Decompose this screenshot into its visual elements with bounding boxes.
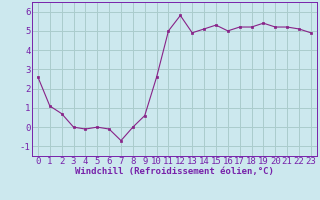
X-axis label: Windchill (Refroidissement éolien,°C): Windchill (Refroidissement éolien,°C) <box>75 167 274 176</box>
